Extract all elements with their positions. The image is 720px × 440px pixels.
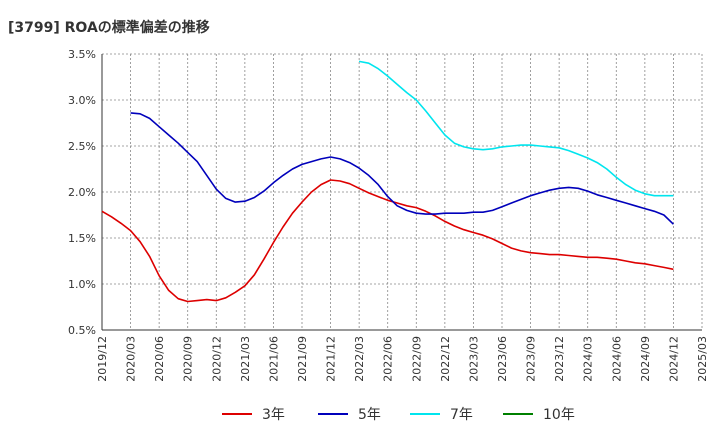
legend-item: 7年	[410, 407, 473, 423]
x-tick-label: 2022/12	[439, 336, 452, 382]
y-tick-label: 3.5%	[68, 48, 96, 61]
x-tick-label: 2021/09	[296, 336, 309, 382]
x-tick-label: 2024/12	[667, 336, 680, 382]
x-tick-label: 2020/03	[125, 336, 138, 382]
series-line-5年	[130, 112, 674, 225]
legend-item: 3年	[222, 407, 285, 423]
series-line-3年	[101, 179, 674, 303]
y-tick-label: 1.0%	[68, 278, 96, 291]
chart-title: [3799] ROAの標準偏差の推移	[8, 19, 210, 36]
x-tick-label: 2024/09	[639, 336, 652, 382]
y-tick-label: 2.5%	[68, 140, 96, 153]
legend: 3年 5年 7年 10年	[222, 407, 575, 423]
x-tick-label: 2022/03	[353, 336, 366, 382]
legend-item: 10年	[503, 407, 575, 423]
y-tick-label: 2.0%	[68, 186, 96, 199]
legend-label: 3年	[262, 407, 285, 423]
x-tick-label: 2021/03	[239, 336, 252, 382]
x-tick-label: 2022/06	[382, 336, 395, 382]
legend-item: 5年	[318, 407, 381, 423]
x-tick-label: 2024/06	[610, 336, 623, 382]
x-tick-label: 2021/06	[267, 336, 280, 382]
series-layer	[101, 60, 674, 303]
y-tick-labels: 0.5% 1.0% 1.5% 2.0% 2.5% 3.0% 3.5%	[68, 48, 96, 337]
x-tick-label: 2020/09	[182, 336, 195, 382]
x-tick-labels: 2019/12 2020/03 2020/06 2020/09 2020/12 2021/…	[96, 336, 709, 382]
x-tick-label: 2023/09	[525, 336, 538, 382]
x-tick-label: 2023/06	[496, 336, 509, 382]
y-tick-label: 3.0%	[68, 94, 96, 107]
y-tick-label: 0.5%	[68, 324, 96, 337]
x-tick-label: 2021/12	[325, 336, 338, 382]
legend-label: 7年	[450, 407, 473, 423]
x-tick-label: 2025/03	[696, 336, 709, 382]
legend-label: 5年	[358, 407, 381, 423]
x-tick-label: 2024/03	[582, 336, 595, 382]
y-tick-label: 1.5%	[68, 232, 96, 245]
legend-label: 10年	[543, 407, 575, 423]
series-line-7年	[358, 60, 674, 197]
x-tick-label: 2022/09	[410, 336, 423, 382]
x-tick-label: 2023/03	[467, 336, 480, 382]
grid	[102, 53, 703, 330]
x-tick-label: 2020/12	[210, 336, 223, 382]
x-tick-label: 2019/12	[96, 336, 109, 382]
x-tick-label: 2023/12	[553, 336, 566, 382]
x-tick-label: 2020/06	[153, 336, 166, 382]
